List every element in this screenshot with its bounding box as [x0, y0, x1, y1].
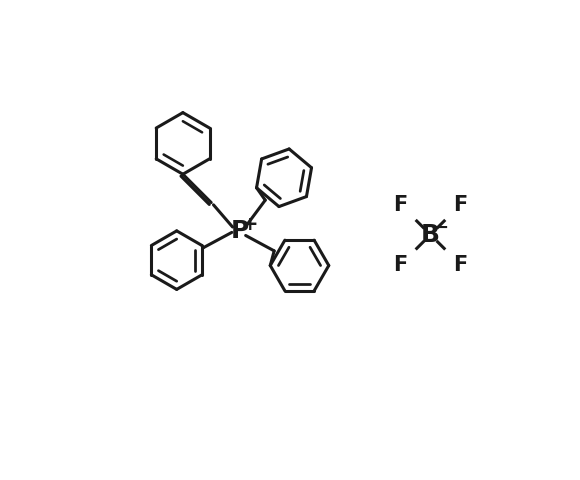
Text: F: F	[454, 255, 467, 275]
Text: F: F	[454, 195, 467, 215]
Text: P: P	[230, 219, 249, 243]
Text: F: F	[393, 255, 408, 275]
Text: +: +	[242, 215, 259, 234]
Text: −: −	[433, 219, 448, 237]
Text: F: F	[393, 195, 408, 215]
Text: B: B	[421, 223, 440, 247]
